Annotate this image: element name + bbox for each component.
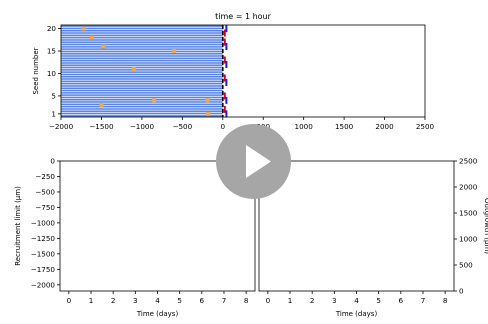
x-tick-label: 1000	[295, 122, 314, 131]
x-tick-label: 5	[177, 296, 182, 305]
x-tick-label: 7	[421, 296, 426, 305]
play-button[interactable]	[216, 124, 291, 199]
x-tick-label: −1500	[89, 122, 114, 131]
y-tick-label: 500	[459, 261, 473, 270]
x-tick-label: 2	[310, 296, 315, 305]
y-axis-label: Outgrowth (μm)	[483, 198, 488, 254]
x-tick-label: 8	[244, 296, 249, 305]
y-tick-label: 2500	[459, 157, 478, 166]
x-tick-label: 7	[222, 296, 227, 305]
y-tick-label: 2000	[459, 183, 478, 192]
y-tick-label: 15	[47, 47, 56, 56]
x-tick-label: 2500	[416, 122, 435, 131]
seed-point	[99, 102, 104, 107]
seed-point	[131, 66, 136, 71]
y-tick-label: −1250	[31, 234, 56, 243]
y-tick-label: −1500	[31, 249, 56, 258]
y-tick-label: −750	[35, 203, 55, 212]
seed-point	[205, 98, 210, 103]
x-tick-label: 6	[200, 296, 205, 305]
outgrowth-chart: 0 1 2 3 4 5 6 7 8 0 500 1000 1500 2000 2500 Time (days)…	[258, 157, 488, 318]
x-tick-label: 2	[111, 296, 116, 305]
x-tick-label: 2000	[375, 122, 394, 131]
x-tick-label: 1	[288, 296, 293, 305]
x-tick-label: 1	[89, 296, 94, 305]
y-tick-label: 1	[51, 109, 56, 118]
recruitment-limit-chart: 0 1 2 3 4 5 6 7 8 0 −250 −500 −750 −1000 −1250 −1500 −17…	[14, 157, 256, 318]
y-tick-label: −2000	[31, 280, 56, 289]
x-axis-label: Time (days)	[136, 310, 179, 318]
seed-point	[206, 111, 211, 116]
x-tick-label: 6	[399, 296, 404, 305]
y-tick-label: 1000	[459, 235, 478, 244]
seed-position-chart: −2000−1500−1000−500050010001500200025001…	[32, 12, 435, 131]
y-axis-label: Seed number	[32, 47, 40, 94]
chart-title: time = 1 hour	[215, 12, 272, 21]
x-tick-label: 0	[67, 296, 72, 305]
y-tick-label: 20	[47, 24, 57, 33]
x-tick-label: 5	[376, 296, 381, 305]
seed-point	[89, 35, 94, 40]
x-tick-label: 0	[220, 122, 225, 131]
x-tick-label: 1500	[335, 122, 354, 131]
x-tick-label: −2000	[49, 122, 74, 131]
y-tick-label: 1500	[459, 209, 478, 218]
y-tick-label: −250	[35, 172, 55, 181]
seed-point	[172, 49, 177, 54]
y-tick-label: 10	[47, 69, 57, 78]
x-tick-label: 0	[266, 296, 271, 305]
y-tick-label: −500	[35, 187, 55, 196]
y-tick-label: 0	[50, 157, 55, 166]
seed-point	[101, 44, 106, 49]
seed-point	[152, 98, 157, 103]
play-icon	[246, 145, 271, 178]
x-tick-label: 8	[443, 296, 448, 305]
y-tick-label: −1000	[31, 218, 56, 227]
y-tick-label: 0	[459, 287, 464, 296]
x-tick-label: 3	[332, 296, 337, 305]
x-tick-label: 3	[133, 296, 138, 305]
x-tick-label: −500	[172, 122, 192, 131]
x-axis-label: Time (days)	[335, 310, 378, 318]
plot-frame	[60, 24, 426, 118]
y-tick-label: 5	[51, 91, 56, 100]
seed-point	[81, 26, 86, 31]
x-tick-label: 4	[155, 296, 160, 305]
x-tick-label: −1000	[130, 122, 155, 131]
y-tick-label: −1750	[31, 265, 56, 274]
y-axis-label: Recruitment limit (μm)	[14, 186, 22, 266]
x-tick-label: 4	[354, 296, 359, 305]
